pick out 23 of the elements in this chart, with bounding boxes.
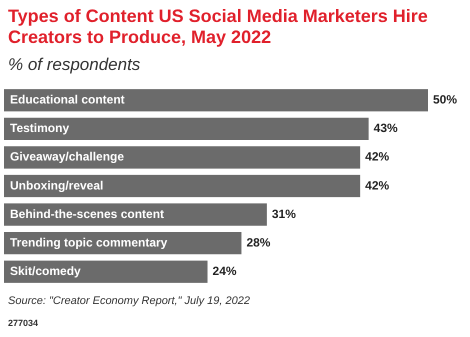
data-label: 50% [433,92,458,107]
source-note: Source: "Creator Economy Report," July 19, 2022 [8,295,250,307]
y-tick-label: Behind-the-scenes content [10,206,164,221]
data-label: 43% [374,121,398,136]
bar [4,146,360,169]
text: 277034 [8,318,38,328]
bar [4,260,208,283]
data-label: 42% [365,150,390,164]
y-tick-label: Unboxing/reveal [10,178,104,192]
y-tick-label: Educational content [10,92,125,107]
bar [4,118,369,140]
y-tick-label: Trending topic commentary [10,235,168,250]
bar [4,174,360,198]
data-label: 28% [246,235,271,250]
chart-subtitle: % of respondents [8,55,140,75]
y-tick-label: Skit/comedy [10,264,82,278]
data-label: 42% [365,178,390,192]
y-tick-label: Testimony [10,121,70,136]
bar [4,89,428,112]
data-label: 31% [272,206,296,221]
data-label: 24% [212,264,237,278]
chart-title: Types of Content US Social Media Marketers Hire Creators to Produce, May 2022 [8,6,429,48]
y-tick-label: Giveaway/challenge [10,150,124,164]
